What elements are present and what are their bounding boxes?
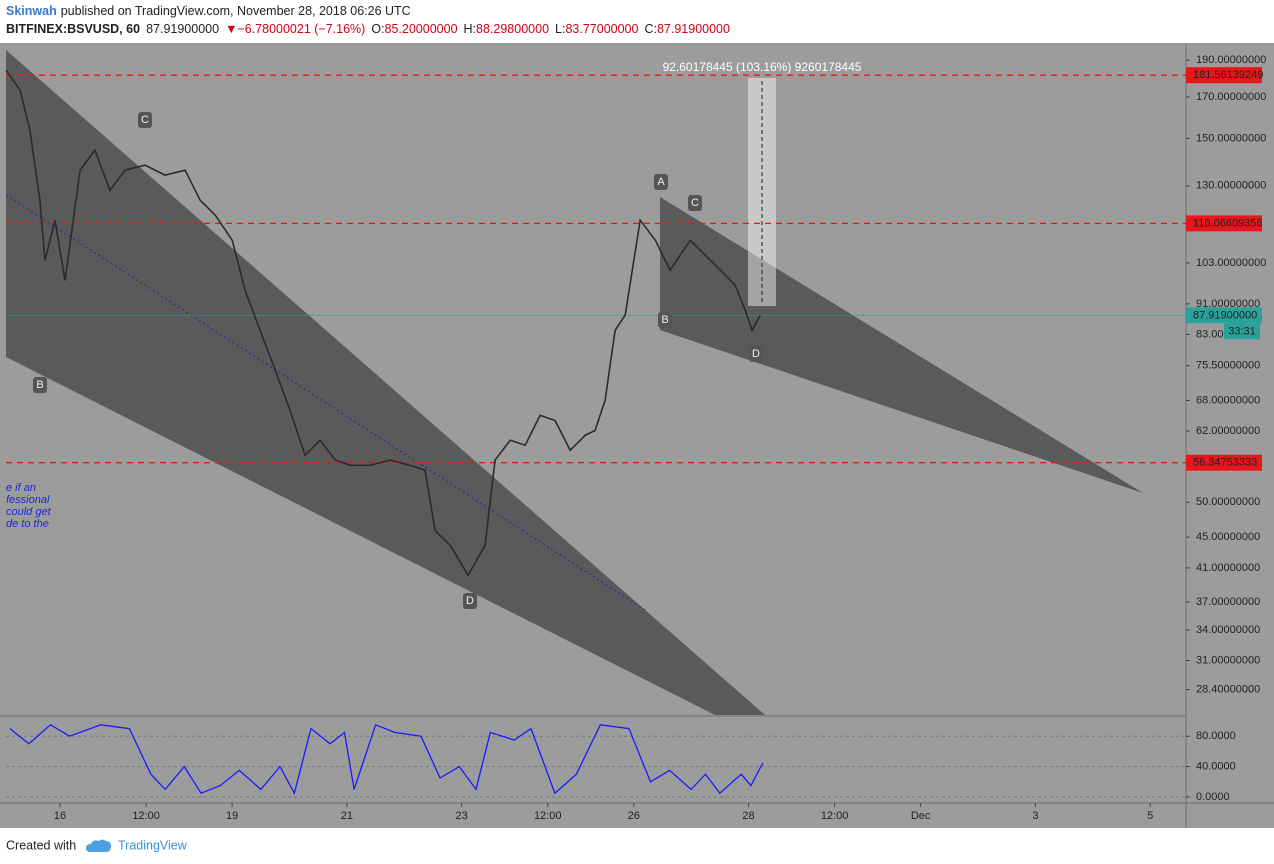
y-tick-label: 190.00000000: [1196, 54, 1266, 66]
y-tick-label: 34.00000000: [1196, 624, 1260, 636]
pattern-point-box: [463, 593, 477, 609]
x-tick-label: 12:00: [821, 810, 849, 822]
price-label-box: [1186, 67, 1262, 84]
x-tick-label: 21: [341, 810, 353, 822]
note-fragment: fessional: [6, 494, 50, 506]
ohlc-value: 87.91900000: [657, 22, 730, 36]
y-tick-label: 80.0000: [1196, 730, 1236, 742]
x-tick-label: 12:00: [534, 810, 562, 822]
header-line-1: Skinwah published on TradingView.com, Nov…: [6, 4, 411, 18]
last-price: 87.91900000: [146, 22, 219, 36]
falling-wedge: [660, 197, 1143, 493]
measure-label: 92.60178445 (103.16%) 9260178445: [663, 60, 862, 74]
ohlc-value: 85.20000000: [385, 22, 458, 36]
pattern-point: C: [691, 197, 699, 209]
price-label: 181.56139249: [1193, 69, 1263, 81]
y-tick-label: 37.00000000: [1196, 596, 1260, 608]
descending-channel: [6, 50, 765, 715]
footer-brand: TradingView: [118, 838, 188, 852]
published: published on TradingView.com, November 2…: [61, 4, 411, 18]
pattern-point-box: [658, 312, 672, 328]
y-tick-label: 50.00000000: [1196, 496, 1260, 508]
countdown-box: [1224, 323, 1260, 340]
note-fragment: de to the: [6, 518, 49, 530]
footer-created: Created with: [6, 838, 76, 852]
y-tick-label: 91.00000000: [1196, 298, 1260, 310]
pattern-point: B: [661, 314, 668, 326]
pattern-point-box: [749, 346, 763, 362]
y-tick-label: 28.40000000: [1196, 683, 1260, 695]
y-tick-label: 62.00000000: [1196, 425, 1260, 437]
y-tick-label: 0.0000: [1196, 791, 1230, 803]
pattern-point-box: [654, 174, 668, 190]
ohlc-label: H:: [464, 22, 477, 36]
pattern-point: C: [141, 114, 149, 126]
x-tick-label: 5: [1147, 810, 1153, 822]
x-tick-label: 28: [742, 810, 754, 822]
pattern-point: D: [752, 348, 760, 360]
x-tick-label: Dec: [911, 810, 931, 822]
pattern-point: A: [657, 176, 665, 188]
author: Skinwah: [6, 4, 57, 18]
price-line: [5, 69, 761, 577]
x-tick-label: 19: [226, 810, 238, 822]
x-tick-label: 23: [456, 810, 468, 822]
last-price-label: 87.91900000: [1193, 309, 1257, 321]
ohlc-value: 83.77000000: [565, 22, 638, 36]
pattern-point-box: [138, 112, 152, 128]
pattern-point: B: [36, 379, 43, 391]
y-tick-label: 68.00000000: [1196, 394, 1260, 406]
y-tick-label: 31.00000000: [1196, 654, 1260, 666]
x-tick-label: 12:00: [132, 810, 160, 822]
price-label-box: [1186, 215, 1262, 232]
y-tick-label: 45.00000000: [1196, 531, 1260, 543]
header-line-2: BITFINEX:BSVUSD, 60 87.91900000 ▼−6.780000…: [6, 22, 730, 36]
trend-line: [5, 194, 646, 611]
price-label: 116.06609356: [1193, 217, 1263, 229]
ohlc-value: 88.29800000: [476, 22, 549, 36]
y-tick-label: 170.00000000: [1196, 91, 1266, 103]
y-tick-label: 103.00000000: [1196, 257, 1266, 269]
pattern-point-box: [688, 195, 702, 211]
brand-logo: [86, 839, 111, 852]
last-price-box: [1186, 307, 1262, 324]
symbol: BITFINEX:BSVUSD, 60: [6, 22, 140, 36]
y-tick-label: 40.0000: [1196, 760, 1236, 772]
change: ▼−6.78000021 (−7.16%): [225, 22, 365, 36]
countdown: 33:31: [1228, 325, 1256, 337]
plot-layer: 190.00000000 170.00000000 150.00000000 130.…: [5, 54, 1266, 822]
ohlc-label: L:: [555, 22, 565, 36]
price-label-box: [1186, 454, 1262, 471]
pattern-point: D: [466, 595, 474, 607]
price-label: 56.34753333: [1193, 457, 1257, 469]
x-tick-label: 16: [54, 810, 66, 822]
y-tick-label: 75.50000000: [1196, 360, 1260, 372]
ohlc-label: C:: [644, 22, 657, 36]
x-tick-label: 26: [628, 810, 640, 822]
ohlc-label: O:: [371, 22, 384, 36]
y-tick-label: 41.00000000: [1196, 562, 1260, 574]
x-tick-label: 3: [1032, 810, 1038, 822]
footer-background: [0, 828, 1274, 864]
y-tick-label: 150.00000000: [1196, 132, 1266, 144]
stochastic-line: [9, 723, 764, 795]
pattern-point-box: [33, 377, 47, 393]
note-fragment: could get: [6, 506, 52, 518]
y-tick-label: 130.00000000: [1196, 180, 1266, 192]
note-fragment: e if an: [6, 482, 36, 494]
